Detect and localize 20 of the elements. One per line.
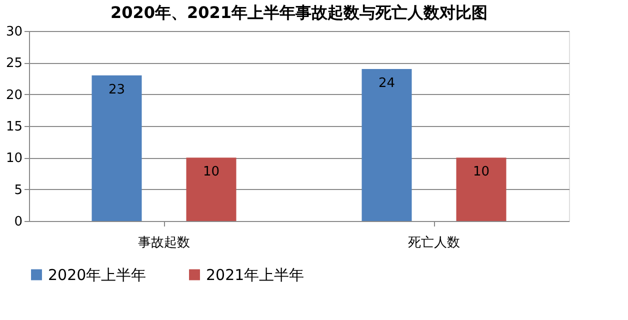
data-label: 10: [202, 164, 220, 180]
y-tick-label: 30: [6, 24, 22, 40]
y-tick-label: 15: [6, 120, 22, 134]
y-tick-label: 20: [6, 88, 22, 103]
y-tick-label: 0: [14, 214, 22, 230]
data-label: 24: [378, 76, 396, 91]
bar: [362, 69, 412, 221]
x-tick-label: 事故起数: [138, 236, 190, 250]
y-tick-label: 25: [6, 56, 22, 72]
bar: [456, 158, 506, 221]
legend-label: 2021年上半年: [206, 266, 304, 284]
chart-title: 2020年、2021年上半年事故起数与死亡人数对比图: [110, 3, 488, 22]
bar: [186, 158, 236, 221]
x-tick-label: 死亡人数: [408, 234, 460, 250]
y-tick-label: 10: [6, 151, 22, 166]
data-label: 10: [472, 164, 490, 180]
legend-label: 2020年上半年: [48, 266, 146, 284]
data-label: 23: [108, 82, 126, 98]
bar: [92, 75, 142, 221]
y-tick-label: 5: [14, 182, 22, 198]
